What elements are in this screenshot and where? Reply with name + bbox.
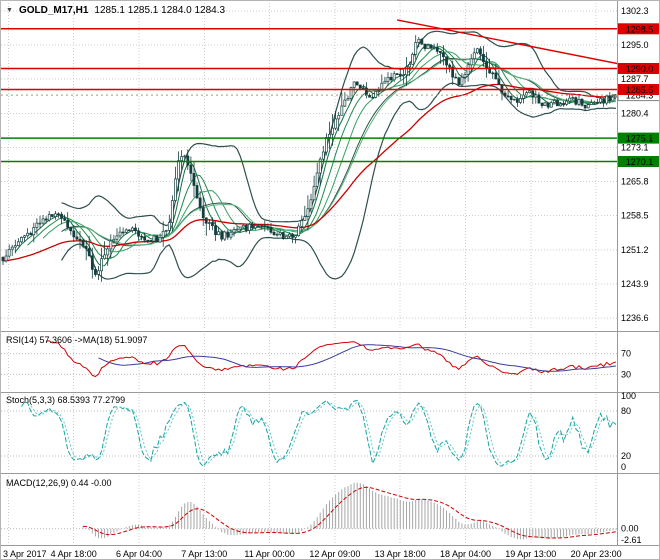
stochastic-pane [21,399,617,468]
time-tick-label: 12 Apr 09:00 [309,549,360,559]
level-tag-1298.5[interactable] [618,23,660,35]
candles [1,35,618,282]
time-tick-label: 13 Apr 18:00 [375,549,426,559]
rsi-tick-label: 30 [621,369,631,379]
price-tick-label: 1236.6 [621,313,649,323]
macd-pane [82,482,617,540]
price-axis: 1302.3 1295.0 1287.7 1280.4 1273.1 1265.8 1258… [621,6,649,545]
stoch-tick-label: 100 [621,391,636,401]
price-tick-label: 1287.7 [621,74,649,84]
current-price-tag-label: 1284.3 [626,91,654,101]
stoch-tick-label: 80 [621,406,631,416]
price-tick-label: 1243.9 [621,279,649,289]
level-tag-label: 1290.0 [626,64,654,74]
symbol-label: GOLD_M17,H1 [18,5,89,16]
chart-title: ▼ GOLD_M17,H1 1285.1 1285.1 1284.0 1284.… [6,5,225,16]
time-tick-label: 7 Apr 13:00 [181,549,227,559]
rsi-tick-label: 70 [621,349,631,359]
ma-long [2,83,616,262]
ohlc-values: 1285.1 1285.1 1284.0 1284.3 [94,5,226,16]
axis-tags[interactable]: 1284.3 1298.5 1290.0 1285.5 1275.1 1270.1 [617,23,660,167]
macd-indicator-label: MACD(12,26,9) 0.44 -0.00 [6,478,112,488]
level-tag-label: 1270.1 [626,157,654,167]
price-levels[interactable] [1,28,617,163]
level-tag-1270.1[interactable] [618,156,660,167]
time-tick-label: 4 Apr 18:00 [51,549,97,559]
stoch-tick-label: 0 [621,462,626,472]
pane-separators [1,1,659,546]
price-tick-label: 1265.8 [621,177,649,187]
symbol-dropdown-icon[interactable]: ▼ [6,7,13,14]
level-tag-label: 1275.1 [626,134,654,144]
level-tag-1285.5[interactable] [618,84,660,95]
stoch-tick-label: 20 [621,451,631,461]
price-tick-label: 1273.1 [621,142,649,152]
ma-fan [14,43,617,267]
rsi-pane [46,340,617,378]
macd-tick-label: -2.61 [621,535,642,545]
time-tick-label: 19 Apr 13:00 [505,549,556,559]
macd-tick-label: 0.00 [621,524,639,534]
level-tag-label: 1298.5 [626,24,654,34]
level-tag-1290.0[interactable] [618,63,660,74]
time-tick-label: 6 Apr 04:00 [116,549,162,559]
rsi-indicator-label: RSI(14) 57.3606 ->MA(18) 51.9097 [6,335,148,345]
level-tag-1275.1[interactable] [618,132,660,144]
time-axis: 3 Apr 2017 4 Apr 18:00 6 Apr 04:00 7 Apr 13… [3,549,622,559]
level-tag-label: 1285.5 [626,85,654,95]
stochastic-indicator-label: Stoch(5,3,3) 68.5393 77.2799 [6,395,126,405]
time-tick-label: 20 Apr 23:00 [571,549,622,559]
time-tick-label: 3 Apr 2017 [3,549,47,559]
price-tick-label: 1302.3 [621,6,649,16]
time-tick-label: 18 Apr 04:00 [440,549,491,559]
price-tick-label: 1251.2 [621,245,649,255]
grid-lines [1,3,617,544]
time-tick-label: 11 Apr 00:00 [244,549,294,559]
price-tick-label: 1258.5 [621,211,649,221]
price-tick-label: 1295.0 [621,40,649,50]
price-tick-label: 1280.4 [621,108,649,118]
